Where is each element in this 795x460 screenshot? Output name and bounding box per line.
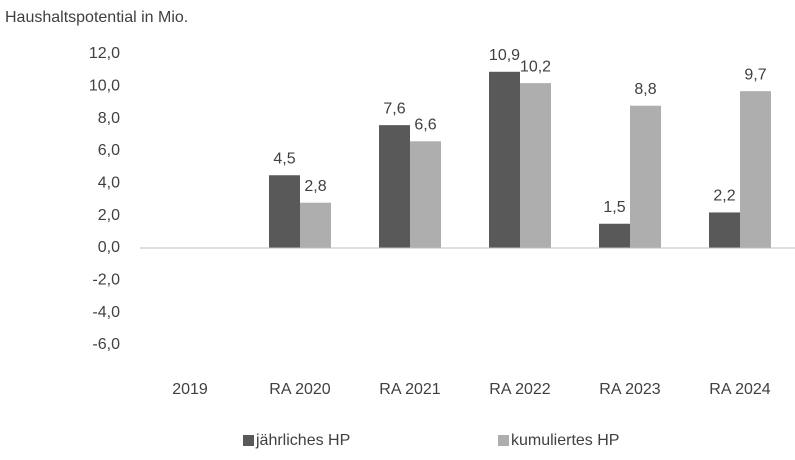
bar [379,125,410,248]
data-label: 2,2 [713,188,735,205]
legend-swatch [243,435,254,446]
legend-label: kumuliertes HP [511,432,619,449]
x-tick-label: 2019 [172,381,208,398]
legend-swatch [498,435,509,446]
y-tick-label: -6,0 [92,336,120,353]
y-tick-label: 2,0 [98,207,120,224]
x-tick-label: RA 2023 [599,381,660,398]
data-label: 2,8 [304,178,326,195]
y-tick-label: 12,0 [89,45,120,62]
bar [740,91,771,248]
bar [489,71,520,249]
y-tick-label: 4,0 [98,175,120,192]
bar [410,141,441,248]
data-label: 1,5 [603,199,625,216]
bar [709,212,740,248]
bar [599,223,630,248]
bar [520,83,551,248]
x-tick-label: RA 2024 [709,381,770,398]
y-tick-label: 10,0 [89,78,120,95]
bar [300,202,331,248]
bar [269,175,300,248]
x-tick-label: RA 2021 [379,381,440,398]
data-label: 10,2 [520,58,551,75]
bar [630,105,661,248]
data-label: 6,6 [414,117,436,134]
x-tick-label: RA 2020 [269,381,330,398]
y-tick-label: 6,0 [98,142,120,159]
y-tick-label: -2,0 [92,272,120,289]
legend-label: jährliches HP [255,432,350,449]
y-tick-label: 8,0 [98,110,120,127]
data-label: 8,8 [634,81,656,98]
data-label: 9,7 [744,66,766,83]
chart-title: Haushaltspotential in Mio. [5,9,188,26]
data-label: 7,6 [383,100,405,117]
data-label: 4,5 [273,150,295,167]
data-label: 10,9 [489,47,520,64]
x-tick-label: RA 2022 [489,381,550,398]
y-tick-label: -4,0 [92,304,120,321]
y-tick-label: 0,0 [98,239,120,256]
